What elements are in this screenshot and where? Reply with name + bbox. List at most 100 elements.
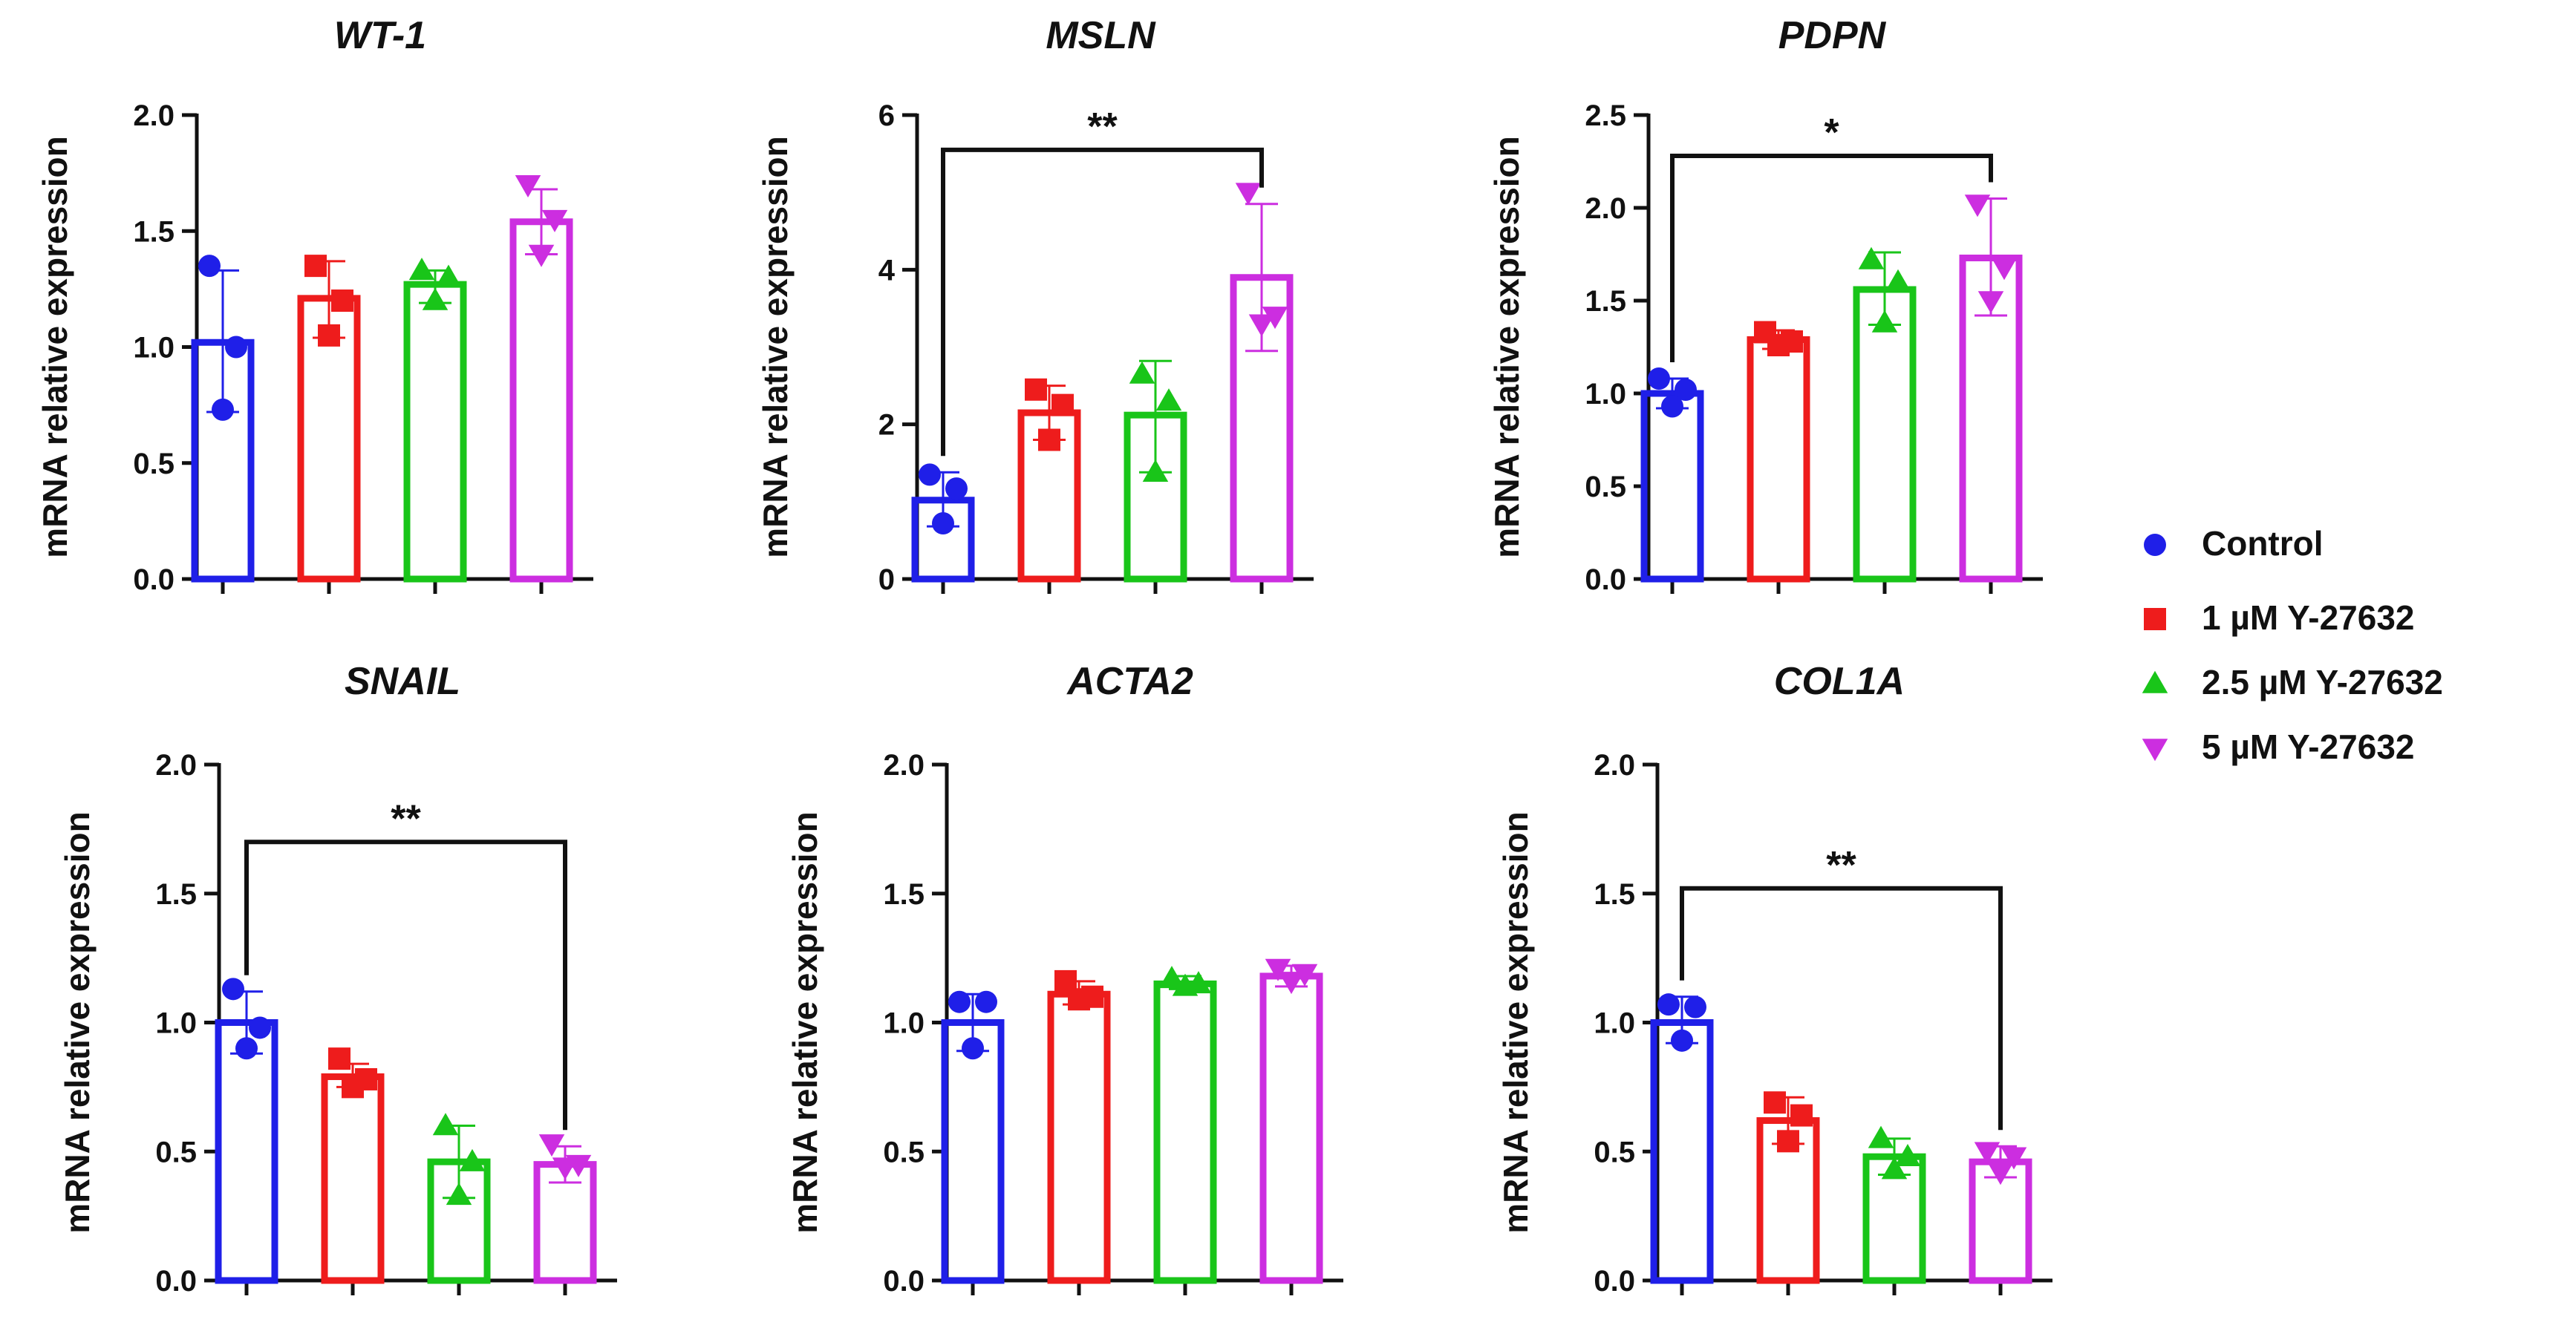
y-tick-label: 2 xyxy=(878,409,895,442)
bar xyxy=(321,1073,385,1284)
data-point xyxy=(515,175,541,197)
y-tick-label: 1.0 xyxy=(883,1007,925,1040)
data-point xyxy=(1235,183,1262,206)
y-tick-label: 4 xyxy=(878,254,896,287)
significance-label: ** xyxy=(1826,844,1856,887)
bar xyxy=(1153,980,1217,1284)
data-point xyxy=(1038,428,1060,451)
panel-wt-1: WT-1 mRNA relative expression 0.0 0.5 1.0 1.5… xyxy=(36,14,593,596)
data-point xyxy=(342,1076,364,1099)
significance-label: ** xyxy=(391,797,421,840)
data-point xyxy=(919,463,941,486)
data-point xyxy=(1885,269,1911,292)
data-point xyxy=(331,290,353,312)
data-point xyxy=(1764,1091,1786,1114)
data-point xyxy=(1265,958,1291,981)
panel-title: SNAIL xyxy=(345,660,460,703)
data-point xyxy=(1129,361,1155,384)
data-point xyxy=(538,1134,565,1157)
legend-item: 1 µM Y-27632 xyxy=(2144,598,2415,637)
data-point xyxy=(1025,378,1047,401)
data-point xyxy=(304,255,327,278)
y-tick-label: 0.0 xyxy=(133,563,175,596)
bar xyxy=(509,218,573,583)
panel-pdpn: PDPN mRNA relative expression 0.0 0.5 1.0 1.5… xyxy=(1487,14,2043,596)
bar xyxy=(941,1019,1005,1284)
data-point xyxy=(1262,307,1288,330)
y-tick-label: 0.0 xyxy=(1585,563,1626,596)
y-tick-label: 6 xyxy=(878,99,895,132)
data-point xyxy=(459,1148,486,1171)
legend-item: Control xyxy=(2144,524,2324,563)
panel-col1a: COL1A mRNA relative expression 0.0 0.5 1.0 1.… xyxy=(1496,660,2052,1298)
data-point xyxy=(318,324,340,347)
data-point xyxy=(1051,393,1074,416)
y-axis-label: mRNA relative expression xyxy=(1487,136,1526,557)
data-point xyxy=(1974,1142,2001,1165)
data-point xyxy=(552,1157,578,1180)
y-axis-label: mRNA relative expression xyxy=(756,136,795,557)
significance-label: * xyxy=(1824,111,1839,154)
data-point xyxy=(422,287,449,310)
legend-marker xyxy=(2142,670,2168,693)
data-point xyxy=(528,244,555,267)
data-point xyxy=(2001,1147,2027,1170)
data-point xyxy=(1858,246,1885,269)
data-point xyxy=(435,264,462,287)
data-point xyxy=(1671,1029,1693,1052)
data-point xyxy=(1881,1157,1908,1180)
bar xyxy=(1650,1019,1714,1284)
legend-label: 5 µM Y-27632 xyxy=(2202,727,2415,766)
data-point xyxy=(1291,964,1318,987)
panel-title: WT-1 xyxy=(334,14,426,57)
y-tick-label: 0.0 xyxy=(1594,1265,1635,1298)
data-point xyxy=(1987,1162,2014,1185)
significance-bracket xyxy=(244,840,567,1131)
y-axis-label: mRNA relative expression xyxy=(1496,811,1535,1233)
data-point xyxy=(1790,1104,1813,1127)
y-tick-label: 1.5 xyxy=(1594,878,1635,911)
data-point xyxy=(225,336,247,359)
data-point xyxy=(328,1047,350,1070)
data-point xyxy=(1964,194,1991,217)
data-point xyxy=(1158,966,1185,989)
legend-item: 2.5 µM Y-27632 xyxy=(2142,663,2443,701)
y-tick-label: 0.0 xyxy=(883,1265,925,1298)
significance-label: ** xyxy=(1087,105,1118,148)
y-tick-label: 1.0 xyxy=(133,332,175,364)
y-tick-label: 0.5 xyxy=(133,448,175,480)
legend-label: 2.5 µM Y-27632 xyxy=(2202,663,2443,701)
data-point xyxy=(235,1037,258,1060)
legend-marker xyxy=(2144,534,2166,556)
panel-title: MSLN xyxy=(1046,14,1156,57)
data-point xyxy=(1991,258,2018,281)
y-tick-label: 2.0 xyxy=(1594,749,1635,782)
data-point xyxy=(249,1016,271,1039)
data-point xyxy=(975,990,997,1013)
y-tick-label: 1.0 xyxy=(1585,378,1626,410)
data-point xyxy=(1868,1125,1894,1148)
bar xyxy=(1853,286,1917,583)
data-point xyxy=(1248,314,1275,337)
data-point xyxy=(222,978,244,1001)
data-point xyxy=(1661,395,1683,418)
y-tick-label: 2.0 xyxy=(1585,192,1626,225)
data-point xyxy=(945,477,968,500)
data-point xyxy=(198,255,221,278)
data-point xyxy=(1894,1143,1921,1166)
data-point xyxy=(932,512,954,534)
panel-acta2: ACTA2 mRNA relative expression 0.0 0.5 1.0 1.… xyxy=(786,660,1343,1298)
y-tick-label: 1.0 xyxy=(1594,1007,1635,1040)
data-point xyxy=(432,1113,459,1136)
data-point xyxy=(1155,388,1182,411)
y-tick-label: 1.5 xyxy=(883,878,925,911)
data-point xyxy=(948,990,971,1013)
y-tick-label: 0 xyxy=(878,563,895,596)
data-point xyxy=(1172,973,1199,996)
panel-msln: MSLN mRNA relative expression 0 2 4 6 ** xyxy=(756,14,1314,596)
bar xyxy=(215,1019,278,1284)
data-point xyxy=(1684,995,1706,1018)
legend-marker xyxy=(2144,608,2166,630)
data-point xyxy=(1278,972,1305,995)
